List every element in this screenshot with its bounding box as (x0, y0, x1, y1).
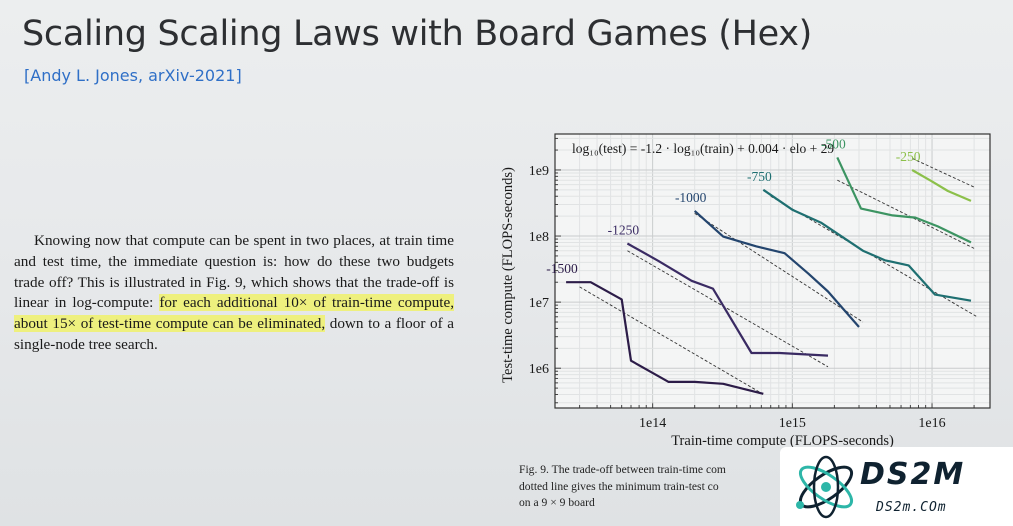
body-paragraph: Knowing now that compute can be spent in… (14, 231, 455, 356)
watermark-logo: DS2M DS2m.COm (780, 447, 1013, 526)
series-line (566, 281, 764, 395)
equation-annotation: log₁₀(test) = -1.2 · log₁₀(train) + 0.00… (572, 141, 834, 156)
trend-line (627, 250, 829, 368)
y-tick-label: 1e6 (529, 362, 549, 377)
paragraph-text-after: down to a floor of a single-node tree se… (14, 315, 454, 353)
x-tick-label: 1e15 (779, 416, 806, 431)
series-line (626, 242, 829, 357)
x-tick-label: 1e16 (918, 416, 945, 431)
series-label: -1500 (546, 261, 578, 276)
series-line (693, 210, 860, 328)
trend-line (579, 286, 762, 394)
y-tick-label: 1e7 (529, 296, 549, 311)
caption-line-2: dotted line gives the minimum train-test… (519, 479, 719, 493)
trend-line (911, 157, 975, 188)
citation-link[interactable]: [Andy L. Jones, arXiv-2021] (24, 66, 242, 85)
trend-line (837, 179, 975, 249)
series-line (836, 156, 972, 244)
series-label: -500 (821, 136, 846, 151)
paragraph-text-before: Knowing now that compute can be spent in… (14, 232, 454, 312)
trend-line (694, 213, 864, 323)
chart-svg: 1e14 1e15 1e16 1e6 1e7 1e8 1e9 Train-time compu… (500, 133, 991, 449)
plot-frame (554, 133, 991, 409)
series-label: -1000 (675, 190, 707, 205)
figure-chart: 1e14 1e15 1e16 1e6 1e7 1e8 1e9 Train-time compu… (492, 130, 992, 457)
atom-logo-icon (796, 455, 854, 519)
caption-line-3: on a 9 × 9 board (519, 496, 595, 509)
slide-title: Scaling Scaling Laws with Board Games (H… (22, 14, 812, 54)
x-tick-label: 1e14 (639, 416, 666, 431)
y-tick-label: 1e8 (529, 230, 549, 245)
series-line (911, 169, 972, 202)
y-axis-label: Test-time compute (FLOPS-seconds) (500, 167, 516, 383)
caption-line-1: Fig. 9. The trade-off between train-time… (519, 463, 726, 476)
series-label: -750 (747, 169, 772, 184)
figure-caption: Fig. 9. The trade-off between train-time… (519, 462, 819, 512)
series-label: -1250 (608, 223, 640, 238)
y-tick-label: 1e9 (529, 164, 549, 179)
series-line (762, 188, 972, 302)
logo-wordmark: DS2M (860, 457, 966, 492)
x-axis-label: Train-time compute (FLOPS-seconds) (671, 433, 894, 449)
logo-url: DS2m.COm (876, 500, 947, 515)
series-label: -250 (896, 149, 921, 164)
